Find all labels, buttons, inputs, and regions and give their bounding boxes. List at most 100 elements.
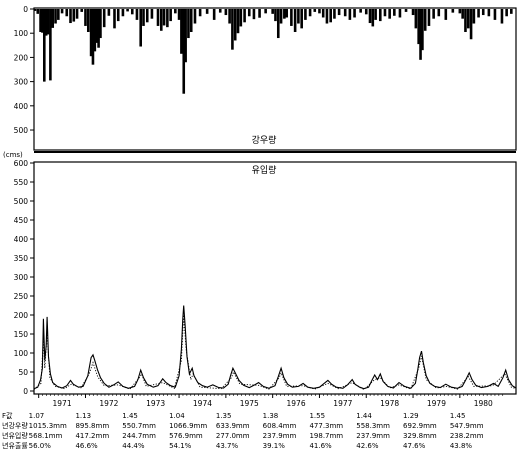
rainfall-bar [243, 9, 246, 23]
rainfall-y-axis: 0 100 200 300 400 500 [14, 5, 34, 135]
rainfall-bar [325, 9, 329, 24]
rainfall-y-tick-label: 300 [14, 78, 29, 87]
rainfall-bar [444, 9, 448, 20]
rainfall-bar [177, 9, 181, 20]
stat-runoff-ratio: 54.1% [169, 442, 192, 450]
rainfall-bar [393, 9, 396, 16]
rainfall-bar [75, 9, 79, 19]
inflow-plot-frame [33, 161, 517, 395]
rainfall-bar [187, 9, 190, 39]
stat-f-value: 1.45 [450, 412, 466, 420]
stat-annual-rainfall: 477.3mm [309, 422, 343, 430]
stat-runoff-ratio: 56.0% [29, 442, 52, 450]
rainfall-bar [97, 9, 100, 48]
inflow-y-tick-label: 350 [14, 254, 29, 263]
stat-runoff-ratio: 41.6% [309, 442, 332, 450]
inflow-x-tick-label: 1972 [99, 399, 118, 408]
rainfall-y-tick-label: 500 [14, 126, 29, 135]
rainfall-bar [44, 9, 48, 36]
rainfall-bar [300, 9, 303, 29]
stat-annual-rainfall: 558.3mm [356, 422, 390, 430]
rainfall-bar [337, 9, 341, 16]
rainfall-bar [57, 9, 60, 20]
rainfall-bar [353, 9, 356, 18]
rainfall-bar [49, 9, 52, 81]
rainfall-bar [472, 9, 476, 24]
stat-f-value: 1.44 [356, 412, 372, 420]
rainfall-bar [86, 9, 90, 32]
stat-runoff-ratio: 47.6% [403, 442, 426, 450]
rainfall-bar [343, 9, 347, 17]
stat-annual-inflow: 198.7mm [309, 432, 343, 440]
inflow-x-tick-label: 1979 [427, 399, 446, 408]
inflow-y-tick-label: 50 [18, 368, 28, 377]
rainfall-bar [231, 9, 234, 50]
stat-f-value: 1.07 [29, 412, 45, 420]
rainfall-bar [411, 9, 415, 16]
rainfall-bar [383, 9, 387, 17]
rainfall-y-tick-label: 100 [14, 29, 29, 38]
rainfall-bar [41, 9, 44, 33]
row-label-f: F값 [2, 412, 13, 420]
rainfall-bar [169, 9, 172, 22]
rainfall-y-tick-label: 200 [14, 53, 29, 62]
stat-annual-rainfall: 1066.9mm [169, 422, 207, 430]
rainfall-bar [54, 9, 57, 24]
inflow-y-tick-label: 250 [14, 292, 29, 301]
rainfall-bar [374, 9, 377, 20]
rainfall-bars [33, 9, 513, 94]
rainfall-bar [113, 9, 116, 29]
rainfall-bar [39, 9, 42, 32]
rainfall-bar [239, 9, 243, 27]
rainfall-bar [313, 9, 317, 12]
rainfall-bar [333, 9, 336, 19]
inflow-x-tick-label: 1978 [380, 399, 399, 408]
rainfall-bar [304, 9, 307, 20]
rainfall-bar [166, 9, 169, 28]
rainfall-bar [388, 9, 391, 19]
rainfall-panel-title: 강우량 [252, 134, 277, 146]
rainfall-bar [69, 9, 72, 24]
stat-f-value: 1.13 [75, 412, 91, 420]
rainfall-bar [466, 9, 470, 29]
stat-annual-rainfall: 547.9mm [450, 422, 484, 430]
stat-runoff-ratio: 39.1% [263, 442, 286, 450]
rainfall-bar [135, 9, 139, 20]
inflow-panel-title: 유입량 [252, 164, 277, 176]
row-label-inflow: 년유입량 [2, 431, 28, 440]
stat-annual-inflow: 238.2mm [450, 432, 484, 440]
rainfall-bar [162, 9, 166, 26]
rainfall-bar [276, 9, 280, 39]
inflow-x-tick-label: 1971 [53, 399, 72, 408]
rainfall-bar [414, 9, 418, 29]
rainfall-bar [93, 9, 97, 52]
rainfall-bar [398, 9, 402, 18]
stat-annual-inflow: 237.9mm [356, 432, 390, 440]
inflow-x-tick-label: 1975 [240, 399, 259, 408]
rainfall-bar [36, 9, 40, 14]
rainfall-bar [91, 9, 95, 65]
rainfall-bar [283, 9, 286, 19]
row-label-rain: 년강우량 [2, 421, 28, 430]
rainfall-bar [469, 9, 473, 40]
rainfall-bar [318, 9, 321, 14]
rainfall-bar [421, 9, 424, 51]
rainfall-panel: 0 100 200 300 400 500 강우량 [14, 5, 517, 153]
inflow-y-tick-label: 100 [14, 349, 29, 358]
rainfall-bar [487, 9, 491, 17]
rainfall-bar [500, 9, 504, 24]
stat-annual-rainfall: 633.9mm [216, 422, 250, 430]
rainfall-bar [145, 9, 149, 23]
rainfall-bar [80, 9, 84, 12]
stat-f-value: 1.29 [403, 412, 419, 420]
rainfall-bar [417, 9, 420, 45]
inflow-line-dotted [33, 314, 517, 391]
rainfall-bar [156, 9, 160, 26]
inflow-lines [33, 305, 517, 391]
rainfall-bar [364, 9, 368, 15]
stat-annual-rainfall: 550.7mm [122, 422, 156, 430]
stat-annual-inflow: 576.9mm [169, 432, 203, 440]
rainfall-bar [99, 9, 102, 39]
rainfall-bar [419, 9, 422, 60]
